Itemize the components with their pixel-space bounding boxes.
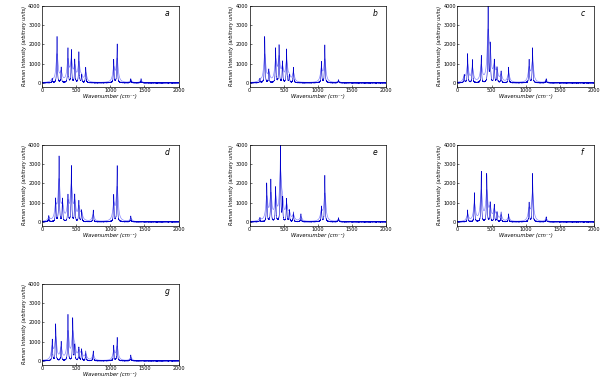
X-axis label: Wavenumber (cm⁻¹): Wavenumber (cm⁻¹): [291, 94, 345, 99]
X-axis label: Wavenumber (cm⁻¹): Wavenumber (cm⁻¹): [83, 372, 137, 378]
X-axis label: Wavenumber (cm⁻¹): Wavenumber (cm⁻¹): [83, 94, 137, 99]
Text: c: c: [580, 9, 584, 18]
X-axis label: Wavenumber (cm⁻¹): Wavenumber (cm⁻¹): [291, 234, 345, 238]
Y-axis label: Raman Intensity (arbitrary units): Raman Intensity (arbitrary units): [229, 145, 235, 225]
X-axis label: Wavenumber (cm⁻¹): Wavenumber (cm⁻¹): [83, 234, 137, 238]
Text: a: a: [165, 9, 170, 18]
Y-axis label: Raman Intensity (arbitrary units): Raman Intensity (arbitrary units): [22, 6, 27, 86]
Text: b: b: [373, 9, 377, 18]
Y-axis label: Raman Intensity (arbitrary units): Raman Intensity (arbitrary units): [437, 6, 442, 86]
Text: d: d: [165, 148, 170, 157]
Text: f: f: [580, 148, 583, 157]
Text: g: g: [165, 287, 170, 296]
Text: e: e: [373, 148, 377, 157]
X-axis label: Wavenumber (cm⁻¹): Wavenumber (cm⁻¹): [499, 234, 553, 238]
Y-axis label: Raman Intensity (arbitrary units): Raman Intensity (arbitrary units): [437, 145, 442, 225]
Y-axis label: Raman Intensity (arbitrary units): Raman Intensity (arbitrary units): [22, 284, 27, 364]
Y-axis label: Raman Intensity (arbitrary units): Raman Intensity (arbitrary units): [229, 6, 235, 86]
X-axis label: Wavenumber (cm⁻¹): Wavenumber (cm⁻¹): [499, 94, 553, 99]
Y-axis label: Raman Intensity (arbitrary units): Raman Intensity (arbitrary units): [22, 145, 27, 225]
